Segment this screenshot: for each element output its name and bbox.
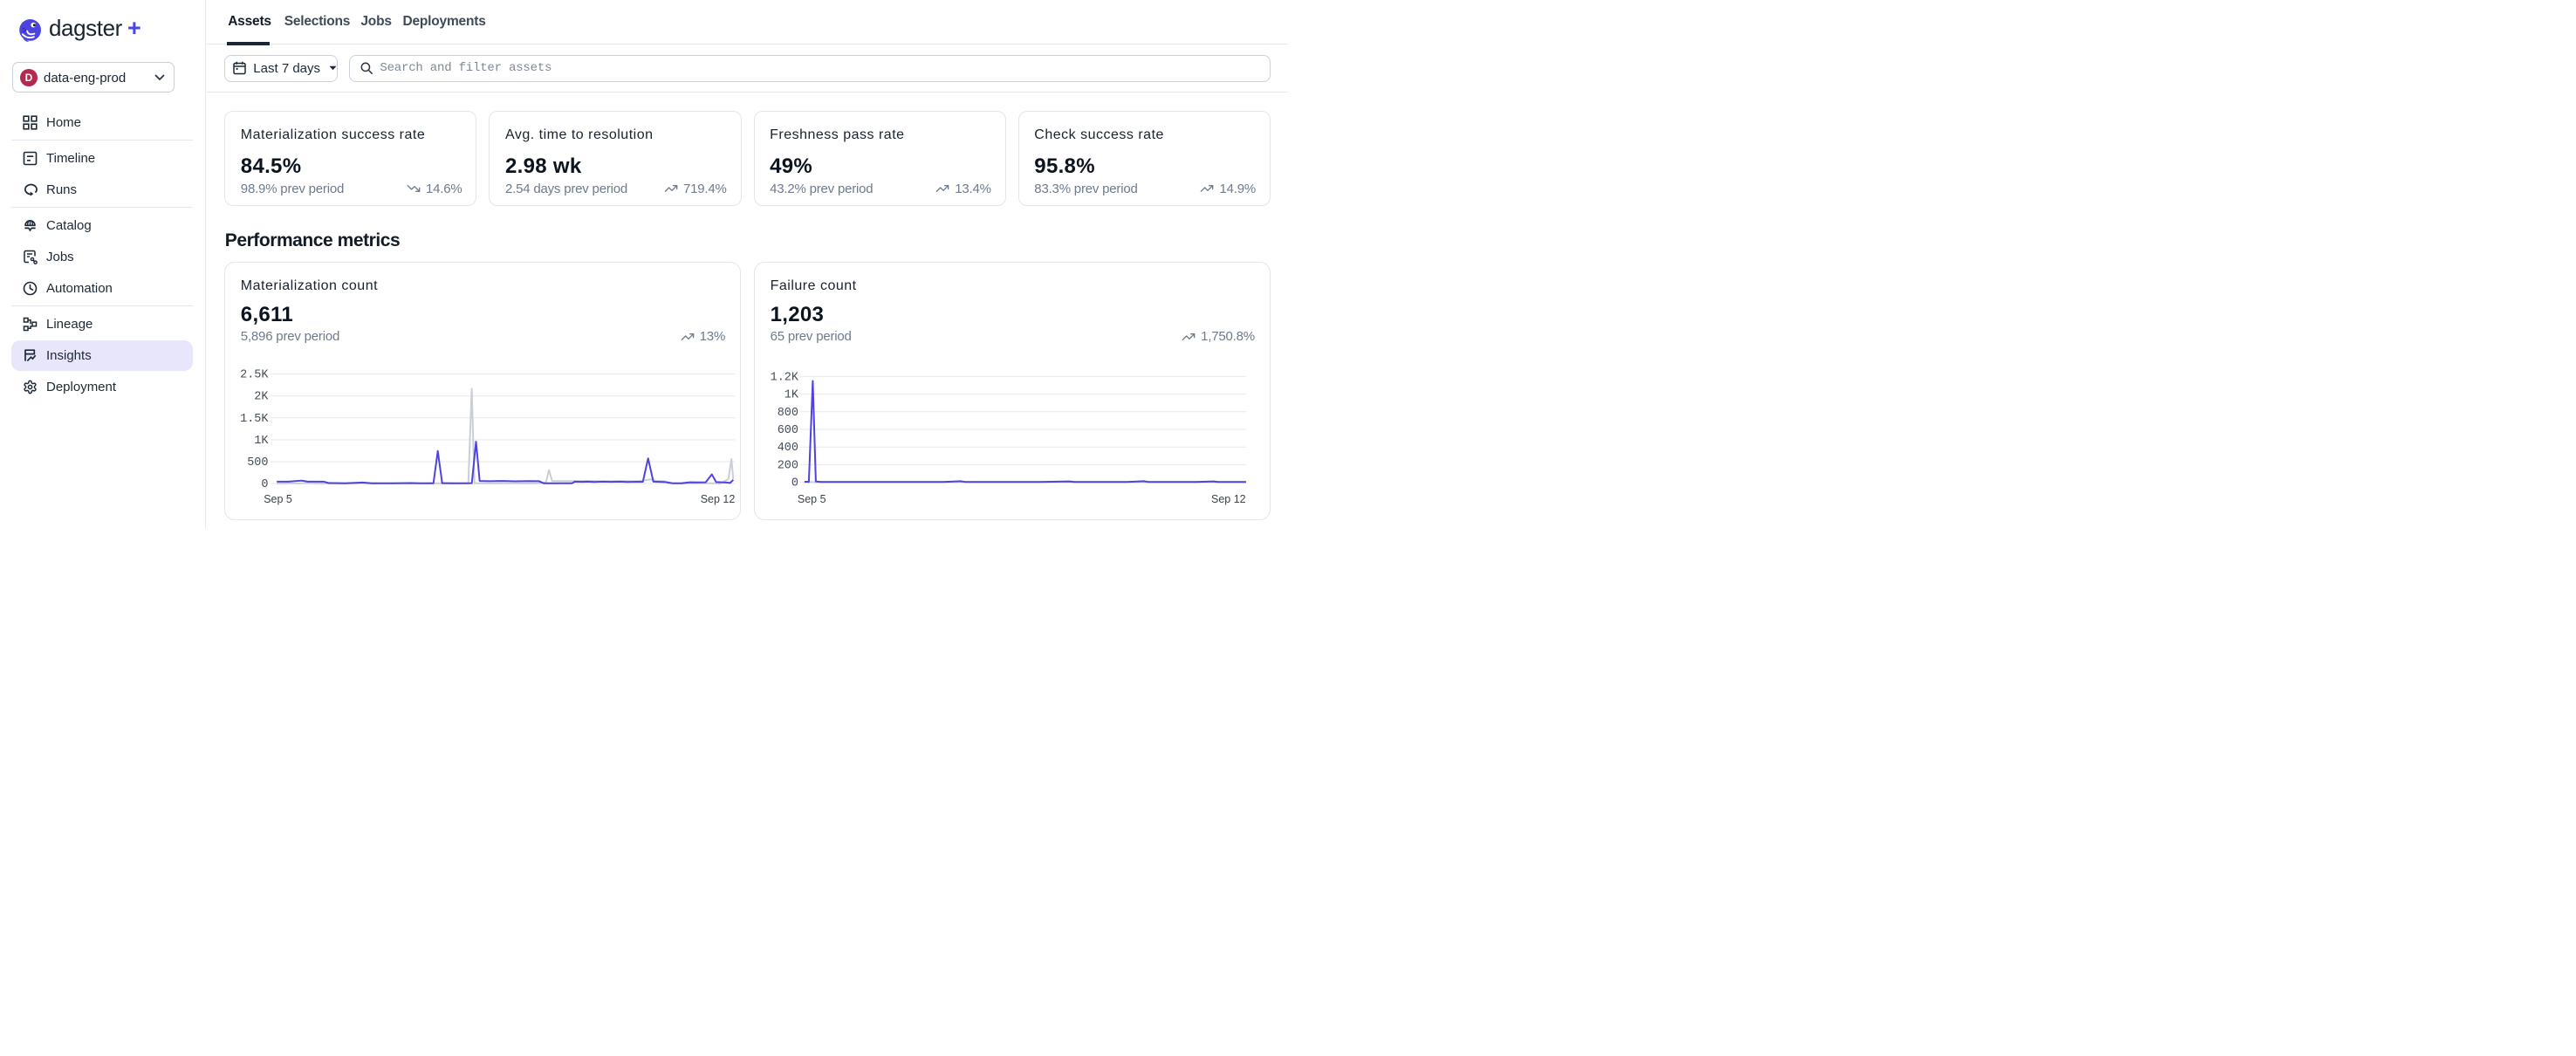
svg-text:Sep 5: Sep 5 xyxy=(264,493,292,505)
svg-text:200: 200 xyxy=(778,460,798,473)
svg-text:0: 0 xyxy=(262,478,269,491)
svg-text:Sep 12: Sep 12 xyxy=(701,493,736,505)
svg-text:600: 600 xyxy=(778,424,798,437)
svg-text:0: 0 xyxy=(791,477,798,490)
svg-text:1.5K: 1.5K xyxy=(240,413,269,426)
svg-text:1K: 1K xyxy=(784,389,799,402)
svg-text:2K: 2K xyxy=(255,391,270,404)
svg-text:1.2K: 1.2K xyxy=(771,372,799,385)
svg-text:2.5K: 2.5K xyxy=(240,369,269,382)
svg-text:800: 800 xyxy=(778,407,798,420)
svg-text:Sep 12: Sep 12 xyxy=(1211,493,1246,505)
svg-text:1K: 1K xyxy=(255,435,270,448)
svg-text:400: 400 xyxy=(778,442,798,456)
svg-text:500: 500 xyxy=(248,456,269,470)
svg-text:Sep 5: Sep 5 xyxy=(798,493,826,505)
